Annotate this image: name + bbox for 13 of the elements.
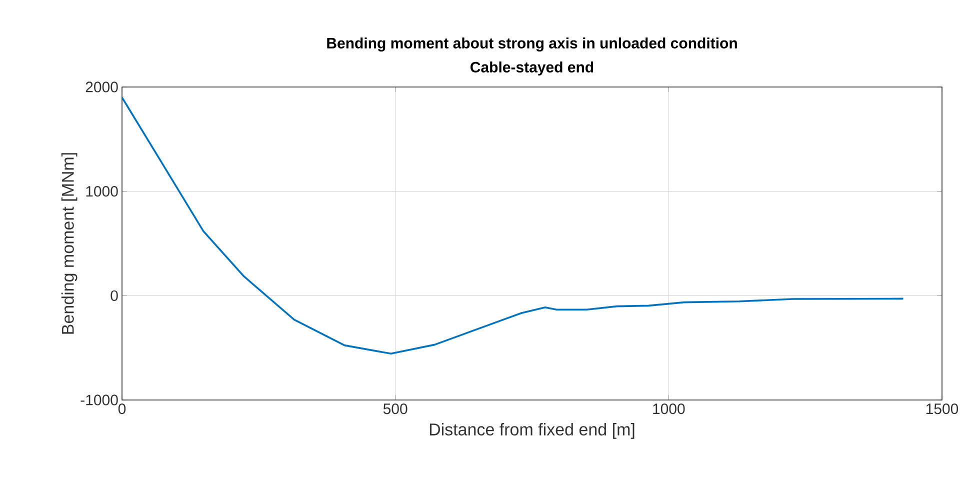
- y-tick-label: 2000: [86, 82, 118, 92]
- x-axis-title: Distance from fixed end [m]: [430, 423, 634, 439]
- x-tick-label: 0: [118, 404, 126, 414]
- x-tick-label: 500: [383, 404, 408, 414]
- y-tick-label: 0: [110, 290, 118, 301]
- x-tick-label: 1000: [653, 404, 685, 414]
- chart-subtitle: Cable-stayed end: [470, 61, 594, 76]
- x-tick-label: 1500: [926, 404, 958, 414]
- y-tick-label: -1000: [80, 394, 118, 406]
- y-axis-title: Bending moment [MNm]: [61, 153, 78, 334]
- line-series: [122, 96, 904, 355]
- y-tick-label: 1000: [86, 186, 118, 197]
- chart-title: Bending moment about strong axis in unloaded condition: [327, 37, 737, 52]
